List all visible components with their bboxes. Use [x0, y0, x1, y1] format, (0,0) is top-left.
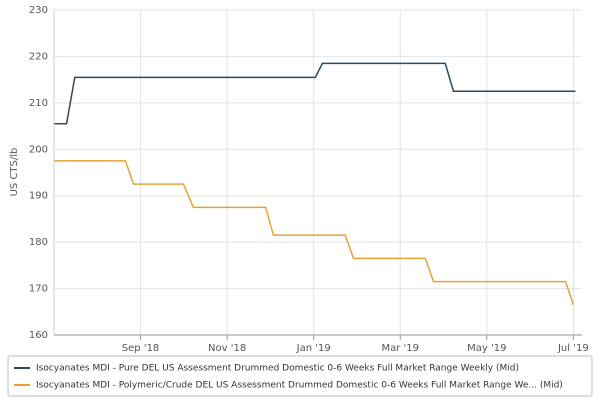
x-tick-label: Sep '18 — [122, 343, 160, 354]
y-tick-label: 180 — [29, 237, 48, 248]
y-axis-label: US CTS/lb — [9, 148, 20, 197]
legend-box — [7, 355, 593, 397]
y-tick-label: 200 — [29, 144, 48, 155]
legend-label: Isocyanates MDI - Pure DEL US Assessment… — [36, 364, 519, 374]
legend-label: Isocyanates MDI - Polymeric/Crude DEL US… — [36, 381, 563, 391]
x-tick-label: May '19 — [467, 343, 506, 354]
y-tick-label: 190 — [29, 191, 48, 202]
y-tick-label: 170 — [29, 284, 48, 295]
y-tick-label: 160 — [29, 330, 48, 341]
x-tick-label: Jul '19 — [557, 343, 589, 354]
series-line — [54, 62, 576, 125]
y-tick-label: 220 — [29, 51, 48, 62]
y-tick-label: 230 — [29, 5, 48, 16]
x-tick-label: Nov '18 — [208, 343, 246, 354]
series-line — [54, 160, 575, 306]
y-tick-label: 210 — [29, 98, 48, 109]
x-tick-label: Jan '19 — [296, 343, 331, 354]
x-tick-label: Mar '19 — [381, 343, 419, 354]
